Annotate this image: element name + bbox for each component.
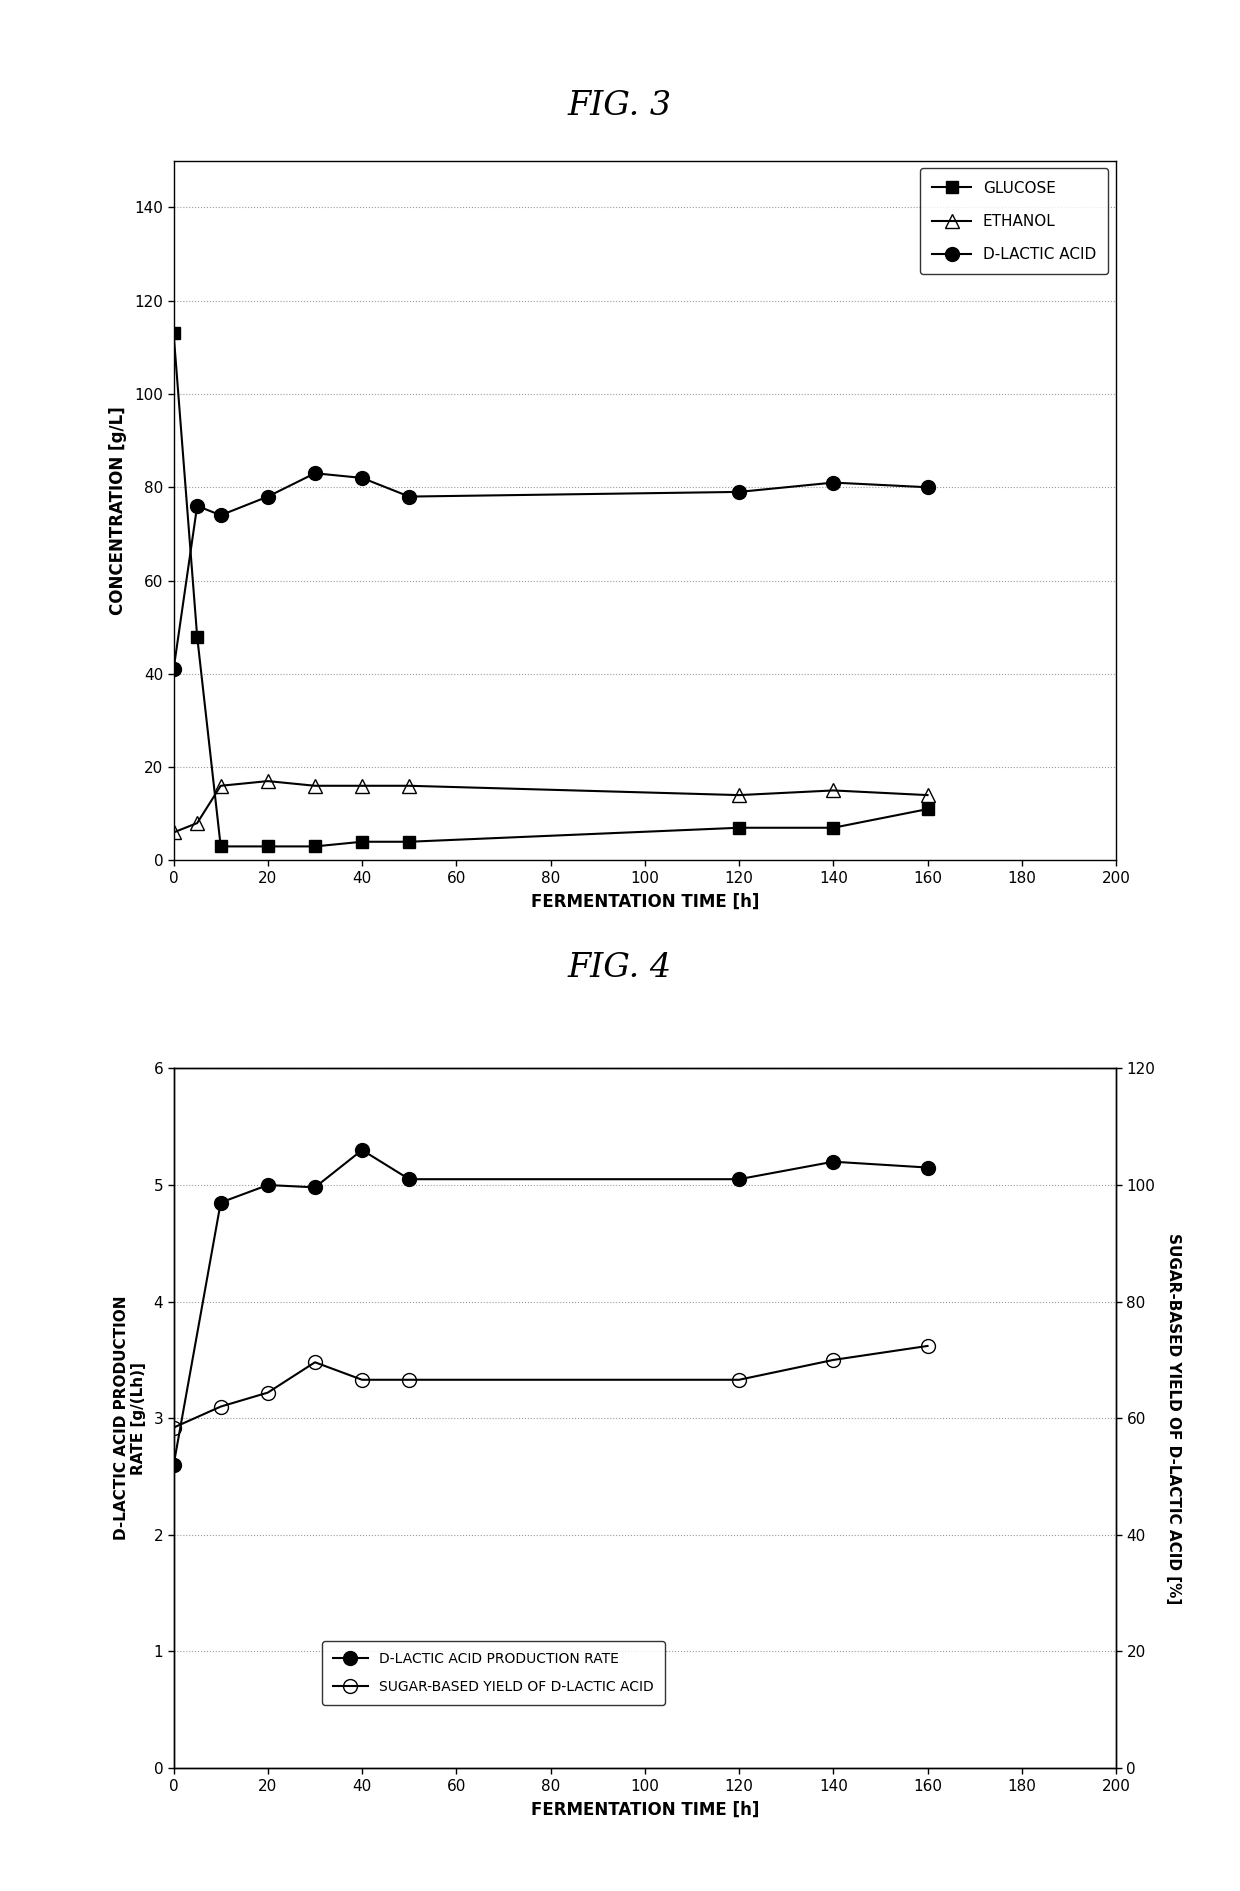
Line: D-LACTIC ACID: D-LACTIC ACID	[166, 467, 935, 677]
Y-axis label: CONCENTRATION [g/L]: CONCENTRATION [g/L]	[109, 407, 128, 615]
GLUCOSE	[260, 836, 275, 859]
SUGAR-BASED YIELD OF D-LACTIC ACID	[402, 1369, 417, 1392]
GLUCOSE	[920, 798, 935, 821]
ETHANOL	[355, 775, 370, 798]
ETHANOL	[402, 775, 417, 798]
D-LACTIC ACID	[732, 480, 746, 503]
D-LACTIC ACID PRODUCTION RATE	[308, 1176, 322, 1199]
D-LACTIC ACID PRODUCTION RATE	[166, 1454, 181, 1477]
Line: ETHANOL: ETHANOL	[166, 773, 935, 840]
D-LACTIC ACID PRODUCTION RATE	[732, 1169, 746, 1191]
Y-axis label: D-LACTIC ACID PRODUCTION
RATE [g/(Lh)]: D-LACTIC ACID PRODUCTION RATE [g/(Lh)]	[114, 1295, 146, 1541]
Text: FIG. 4: FIG. 4	[568, 953, 672, 983]
Legend: D-LACTIC ACID PRODUCTION RATE, SUGAR-BASED YIELD OF D-LACTIC ACID: D-LACTIC ACID PRODUCTION RATE, SUGAR-BAS…	[322, 1641, 665, 1706]
Line: D-LACTIC ACID PRODUCTION RATE: D-LACTIC ACID PRODUCTION RATE	[166, 1142, 935, 1471]
D-LACTIC ACID	[826, 471, 841, 494]
ETHANOL	[190, 811, 205, 834]
ETHANOL	[166, 821, 181, 843]
ETHANOL	[308, 775, 322, 798]
Line: GLUCOSE: GLUCOSE	[167, 327, 934, 853]
X-axis label: FERMENTATION TIME [h]: FERMENTATION TIME [h]	[531, 893, 759, 911]
D-LACTIC ACID	[355, 467, 370, 490]
D-LACTIC ACID	[308, 461, 322, 484]
SUGAR-BASED YIELD OF D-LACTIC ACID	[213, 1396, 228, 1418]
SUGAR-BASED YIELD OF D-LACTIC ACID	[826, 1348, 841, 1371]
X-axis label: FERMENTATION TIME [h]: FERMENTATION TIME [h]	[531, 1800, 759, 1819]
GLUCOSE	[355, 830, 370, 853]
D-LACTIC ACID PRODUCTION RATE	[213, 1191, 228, 1214]
SUGAR-BASED YIELD OF D-LACTIC ACID	[355, 1369, 370, 1392]
Line: SUGAR-BASED YIELD OF D-LACTIC ACID: SUGAR-BASED YIELD OF D-LACTIC ACID	[166, 1339, 935, 1435]
GLUCOSE	[732, 817, 746, 840]
ETHANOL	[920, 783, 935, 806]
GLUCOSE	[308, 836, 322, 859]
D-LACTIC ACID PRODUCTION RATE	[260, 1174, 275, 1197]
D-LACTIC ACID	[920, 477, 935, 499]
Y-axis label: SUGAR-BASED YIELD OF D-LACTIC ACID [%]: SUGAR-BASED YIELD OF D-LACTIC ACID [%]	[1167, 1233, 1182, 1604]
SUGAR-BASED YIELD OF D-LACTIC ACID	[920, 1335, 935, 1358]
D-LACTIC ACID PRODUCTION RATE	[920, 1155, 935, 1178]
Legend: GLUCOSE, ETHANOL, D-LACTIC ACID: GLUCOSE, ETHANOL, D-LACTIC ACID	[920, 168, 1109, 274]
SUGAR-BASED YIELD OF D-LACTIC ACID	[260, 1380, 275, 1403]
SUGAR-BASED YIELD OF D-LACTIC ACID	[732, 1369, 746, 1392]
GLUCOSE	[402, 830, 417, 853]
ETHANOL	[260, 770, 275, 792]
ETHANOL	[213, 775, 228, 798]
GLUCOSE	[213, 836, 228, 859]
ETHANOL	[826, 779, 841, 802]
D-LACTIC ACID PRODUCTION RATE	[826, 1150, 841, 1172]
D-LACTIC ACID	[402, 486, 417, 509]
GLUCOSE	[190, 626, 205, 649]
ETHANOL	[732, 783, 746, 806]
SUGAR-BASED YIELD OF D-LACTIC ACID	[308, 1350, 322, 1373]
D-LACTIC ACID PRODUCTION RATE	[402, 1169, 417, 1191]
SUGAR-BASED YIELD OF D-LACTIC ACID	[166, 1416, 181, 1439]
D-LACTIC ACID	[260, 486, 275, 509]
D-LACTIC ACID PRODUCTION RATE	[355, 1138, 370, 1161]
Text: FIG. 3: FIG. 3	[568, 91, 672, 121]
GLUCOSE	[166, 321, 181, 344]
GLUCOSE	[826, 817, 841, 840]
D-LACTIC ACID	[213, 503, 228, 526]
D-LACTIC ACID	[190, 495, 205, 518]
D-LACTIC ACID	[166, 658, 181, 681]
